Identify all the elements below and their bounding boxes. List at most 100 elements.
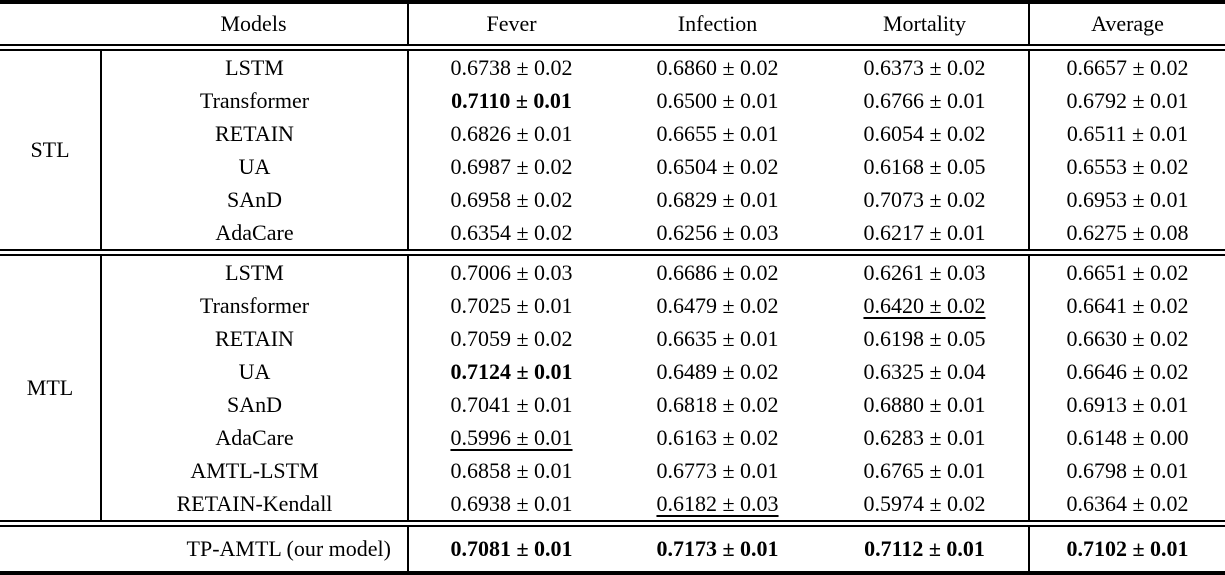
fever-cell: 0.6987 ± 0.02	[407, 150, 614, 183]
fever-cell: 0.7041 ± 0.01	[407, 388, 614, 421]
infection-cell: 0.6773 ± 0.01	[656, 457, 779, 483]
mtl-section: MTL LSTM 0.7006 ± 0.03 0.6686 ± 0.02 0.6…	[0, 256, 1225, 520]
model-name-cell: LSTM	[225, 54, 284, 80]
table-row: RETAIN-Kendall 0.6938 ± 0.01 0.6182 ± 0.…	[102, 487, 1225, 520]
average-cell: 0.7102 ± 0.01	[1028, 527, 1225, 571]
fever-cell: 0.7110 ± 0.01	[407, 84, 614, 117]
infection-cell: 0.6655 ± 0.01	[656, 120, 779, 146]
fever-cell: 0.6826 ± 0.01	[407, 117, 614, 150]
model-name-cell: AdaCare	[215, 219, 294, 245]
fever-cell: 0.6938 ± 0.01	[407, 487, 614, 520]
infection-cell: 0.6479 ± 0.02	[656, 292, 779, 318]
average-cell: 0.6798 ± 0.01	[1028, 454, 1225, 487]
model-name-cell: RETAIN	[215, 120, 294, 146]
mortality-cell: 0.5974 ± 0.02	[863, 490, 986, 516]
infection-cell: 0.7173 ± 0.01	[656, 536, 779, 561]
bottom-rule	[0, 571, 1225, 575]
infection-cell: 0.6500 ± 0.01	[656, 87, 779, 113]
fever-cell: 0.7006 ± 0.03	[407, 256, 614, 289]
model-name-cell: UA	[238, 358, 271, 384]
mortality-cell: 0.6198 ± 0.05	[863, 325, 986, 351]
average-cell: 0.6657 ± 0.02	[1028, 51, 1225, 84]
table-row: Transformer 0.7025 ± 0.01 0.6479 ± 0.02 …	[102, 289, 1225, 322]
mortality-cell: 0.6880 ± 0.01	[863, 391, 986, 417]
infection-cell: 0.6635 ± 0.01	[656, 325, 779, 351]
table-row: Transformer 0.7110 ± 0.01 0.6500 ± 0.01 …	[102, 84, 1225, 117]
average-cell: 0.6913 ± 0.01	[1028, 388, 1225, 421]
average-cell: 0.6651 ± 0.02	[1028, 256, 1225, 289]
stl-rows: LSTM 0.6738 ± 0.02 0.6860 ± 0.02 0.6373 …	[100, 51, 1225, 249]
model-name-cell: AdaCare	[215, 424, 294, 450]
model-name-cell: AMTL-LSTM	[190, 457, 319, 483]
fever-cell: 0.6354 ± 0.02	[407, 216, 614, 249]
model-name-cell: RETAIN	[215, 325, 294, 351]
mortality-cell: 0.6054 ± 0.02	[863, 120, 986, 146]
table-row: UA 0.7124 ± 0.01 0.6489 ± 0.02 0.6325 ± …	[102, 355, 1225, 388]
mortality-cell: 0.7112 ± 0.01	[864, 536, 985, 561]
header-mortality: Mortality	[882, 11, 967, 36]
infection-cell: 0.6686 ± 0.02	[656, 259, 779, 285]
mortality-cell: 0.6168 ± 0.05	[863, 153, 986, 179]
final-rule	[0, 520, 1225, 527]
average-cell: 0.6148 ± 0.00	[1028, 421, 1225, 454]
infection-cell: 0.6829 ± 0.01	[656, 186, 779, 212]
table-row: SAnD 0.7041 ± 0.01 0.6818 ± 0.02 0.6880 …	[102, 388, 1225, 421]
infection-cell: 0.6163 ± 0.02	[656, 424, 779, 450]
table-row: AMTL-LSTM 0.6858 ± 0.01 0.6773 ± 0.01 0.…	[102, 454, 1225, 487]
model-name-cell: RETAIN-Kendall	[176, 490, 333, 516]
mortality-cell: 0.6283 ± 0.01	[863, 424, 986, 450]
group-label-stl: STL	[30, 137, 70, 162]
fever-cell: 0.7025 ± 0.01	[407, 289, 614, 322]
mtl-rows: LSTM 0.7006 ± 0.03 0.6686 ± 0.02 0.6261 …	[100, 256, 1225, 520]
average-cell: 0.6511 ± 0.01	[1028, 117, 1225, 150]
stl-section: STL LSTM 0.6738 ± 0.02 0.6860 ± 0.02 0.6…	[0, 51, 1225, 249]
top-rule	[0, 0, 1225, 4]
table-row: SAnD 0.6958 ± 0.02 0.6829 ± 0.01 0.7073 …	[102, 183, 1225, 216]
model-name-cell: LSTM	[225, 259, 284, 285]
mortality-cell: 0.6325 ± 0.04	[863, 358, 986, 384]
mortality-cell: 0.6261 ± 0.03	[863, 259, 986, 285]
header-row: Models Fever Infection Mortality Average	[0, 4, 1225, 44]
fever-cell: 0.5996 ± 0.01	[407, 421, 614, 454]
table-row: AdaCare 0.6354 ± 0.02 0.6256 ± 0.03 0.62…	[102, 216, 1225, 249]
average-cell: 0.6792 ± 0.01	[1028, 84, 1225, 117]
infection-cell: 0.6256 ± 0.03	[656, 219, 779, 245]
average-cell: 0.6641 ± 0.02	[1028, 289, 1225, 322]
infection-cell: 0.6860 ± 0.02	[656, 54, 779, 80]
final-row: TP-AMTL (our model) 0.7081 ± 0.01 0.7173…	[0, 527, 1225, 571]
mortality-cell: 0.6766 ± 0.01	[863, 87, 986, 113]
model-name-cell: SAnD	[226, 391, 282, 417]
header-models: Models	[220, 11, 287, 36]
model-name-cell: Transformer	[199, 292, 310, 318]
header-rule	[0, 44, 1225, 51]
header-infection: Infection	[677, 11, 758, 36]
table-row: AdaCare 0.5996 ± 0.01 0.6163 ± 0.02 0.62…	[102, 421, 1225, 454]
fever-cell: 0.7059 ± 0.02	[407, 322, 614, 355]
header-fever: Fever	[407, 4, 614, 44]
table-row: UA 0.6987 ± 0.02 0.6504 ± 0.02 0.6168 ± …	[102, 150, 1225, 183]
mortality-cell: 0.6217 ± 0.01	[863, 219, 986, 245]
fever-cell: 0.6858 ± 0.01	[407, 454, 614, 487]
table-row: RETAIN 0.7059 ± 0.02 0.6635 ± 0.01 0.619…	[102, 322, 1225, 355]
average-cell: 0.6630 ± 0.02	[1028, 322, 1225, 355]
infection-cell: 0.6182 ± 0.03	[656, 490, 779, 516]
average-cell: 0.6275 ± 0.08	[1028, 216, 1225, 249]
table-row: RETAIN 0.6826 ± 0.01 0.6655 ± 0.01 0.605…	[102, 117, 1225, 150]
average-cell: 0.6364 ± 0.02	[1028, 487, 1225, 520]
mortality-cell: 0.6373 ± 0.02	[863, 54, 986, 80]
mortality-cell: 0.6420 ± 0.02	[863, 292, 986, 318]
fever-cell: 0.6738 ± 0.02	[407, 51, 614, 84]
fever-cell: 0.7124 ± 0.01	[407, 355, 614, 388]
table-row: LSTM 0.6738 ± 0.02 0.6860 ± 0.02 0.6373 …	[102, 51, 1225, 84]
fever-cell: 0.6958 ± 0.02	[407, 183, 614, 216]
header-average: Average	[1028, 4, 1225, 44]
average-cell: 0.6553 ± 0.02	[1028, 150, 1225, 183]
infection-cell: 0.6818 ± 0.02	[656, 391, 779, 417]
average-cell: 0.6953 ± 0.01	[1028, 183, 1225, 216]
model-name-cell: UA	[238, 153, 271, 179]
header-spacer	[0, 4, 100, 44]
mortality-cell: 0.7073 ± 0.02	[863, 186, 986, 212]
infection-cell: 0.6504 ± 0.02	[656, 153, 779, 179]
stl-mtl-rule	[0, 249, 1225, 256]
